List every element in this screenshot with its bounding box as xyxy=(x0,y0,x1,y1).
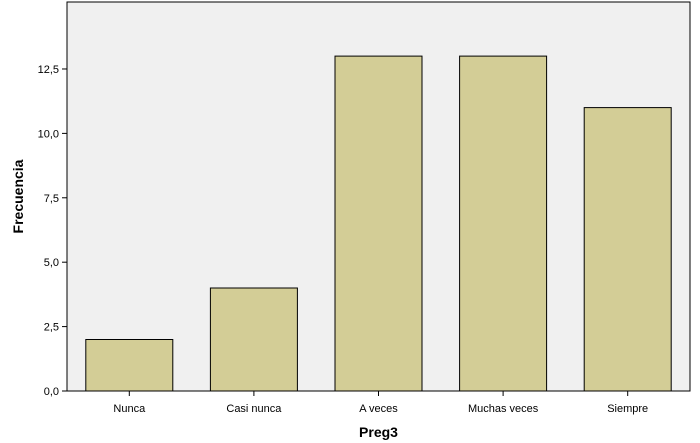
y-tick-label: 2,5 xyxy=(44,322,59,334)
y-tick-label: 10,0 xyxy=(38,128,59,140)
x-tick-label: Casi nunca xyxy=(226,403,282,415)
bar xyxy=(334,55,423,392)
x-ticks-group: Nunca Casi nunca A veces Muchas veces Siempr… xyxy=(113,391,648,415)
bar xyxy=(85,339,174,392)
y-tick-label: 7,5 xyxy=(44,193,59,205)
bars-group xyxy=(85,55,672,392)
bar xyxy=(583,107,672,392)
bar xyxy=(209,287,298,392)
bar xyxy=(459,55,548,392)
y-tick-label: 12,5 xyxy=(38,64,59,76)
y-axis-title: Frecuencia xyxy=(10,159,26,233)
y-ticks-group: 0,0 2,5 5,0 7,5 10,0 12,5 xyxy=(38,64,67,398)
x-tick-label: Muchas veces xyxy=(468,403,539,415)
y-tick-label: 5,0 xyxy=(44,257,59,269)
y-tick-label: 0,0 xyxy=(44,386,59,398)
x-tick-label: Siempre xyxy=(607,403,648,415)
x-tick-label: Nunca xyxy=(113,403,146,415)
x-axis-title: Preg3 xyxy=(359,424,398,440)
x-tick-label: A veces xyxy=(359,403,398,415)
